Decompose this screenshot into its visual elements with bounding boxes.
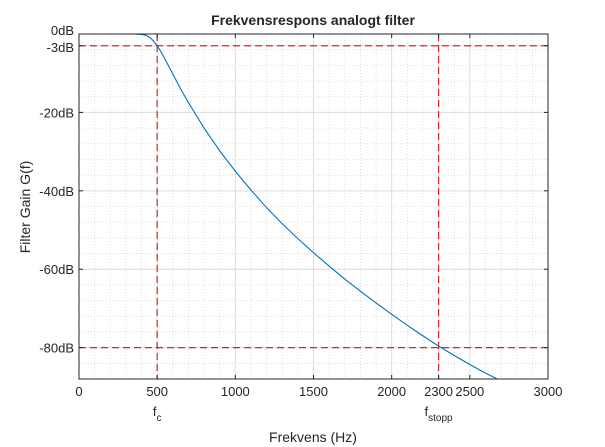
reference-label-base: f	[425, 404, 429, 419]
x-tick-label: 0	[75, 384, 82, 399]
x-axis-label: Frekvens (Hz)	[269, 429, 357, 445]
reference-label-subscript: c	[156, 413, 161, 424]
y-tick-label: -40dB	[39, 184, 74, 199]
tick-marks	[78, 33, 549, 379]
y-tick-label: 0dB	[51, 23, 74, 38]
x-tick-label: 2000	[377, 384, 406, 399]
y-tick-label: -60dB	[39, 262, 74, 277]
x-tick-label: 3000	[534, 384, 563, 399]
x-tick-labels: 0 500 1000 1500 2000 2300 2500 3000	[75, 384, 562, 399]
reference-label: fc	[153, 404, 162, 424]
reference-labels: fc fstopp	[153, 404, 453, 424]
x-tick-label: 500	[146, 384, 168, 399]
y-tick-label: -80dB	[39, 341, 74, 356]
chart-title: Frekvensrespons analogt filter	[211, 12, 415, 28]
x-tick-label: 1000	[221, 384, 250, 399]
series-group	[79, 34, 499, 379]
y-axis-label: Filter Gain G(f)	[17, 161, 33, 254]
y-tick-label: -20dB	[39, 105, 74, 120]
y-tick-label: -3dB	[47, 40, 74, 55]
reference-label-subscript: stopp	[428, 413, 453, 424]
reference-label-base: f	[153, 404, 157, 419]
y-tick-labels: 0dB -3dB -20dB -40dB -60dB -80dB	[39, 23, 74, 356]
x-tick-label: 1500	[299, 384, 328, 399]
series-line	[79, 34, 499, 379]
x-tick-label: 2500	[455, 384, 484, 399]
reference-label: fstopp	[425, 404, 454, 424]
x-tick-label: 2300	[424, 384, 453, 399]
